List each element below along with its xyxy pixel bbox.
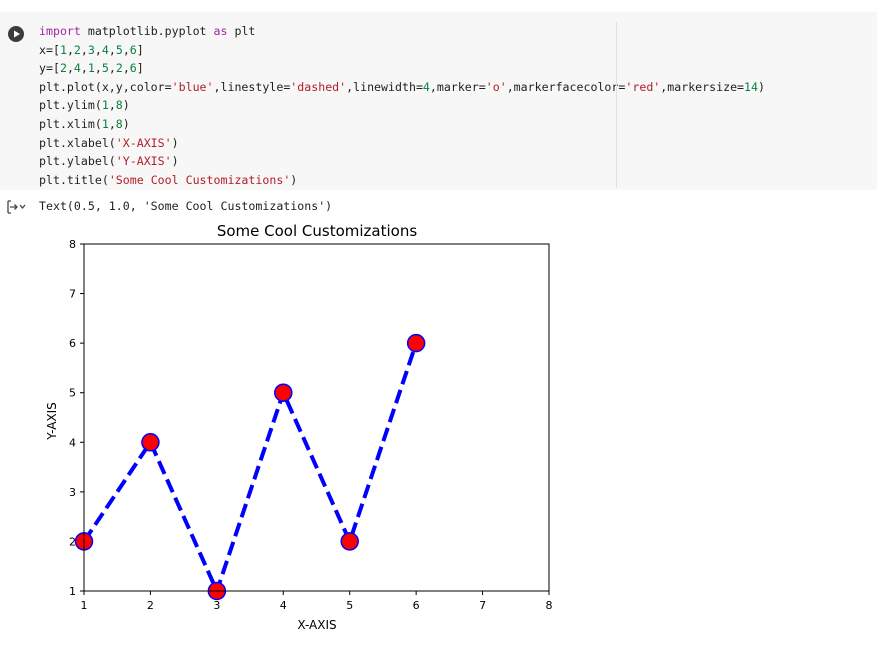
code-line: plt.title('Some Cool Customizations') <box>39 172 298 187</box>
y-tick-label: 7 <box>69 288 76 301</box>
line-chart: Some Cool Customizations Y-AXIS X-AXIS 1… <box>45 222 553 632</box>
x-tick-label: 4 <box>280 599 287 612</box>
code-line: y=[2,4,1,5,2,6] <box>39 61 144 76</box>
y-tick-label: 5 <box>69 387 76 400</box>
x-tick-label: 3 <box>213 599 220 612</box>
code-line: plt.xlim(1,8) <box>39 116 130 131</box>
x-tick-label: 7 <box>479 599 486 612</box>
y-tick-label: 1 <box>69 585 76 598</box>
code-cell[interactable]: import matplotlib.pyplot as plt x=[1,2,3,… <box>0 12 877 190</box>
data-point <box>406 333 426 353</box>
x-tick-label: 1 <box>81 599 88 612</box>
code-line: plt.xlabel('X-AXIS') <box>39 135 179 150</box>
data-point <box>340 532 359 551</box>
code-line: x=[1,2,3,4,5,6] <box>39 42 144 57</box>
x-tick-label: 8 <box>546 599 553 612</box>
chart-title: Some Cool Customizations <box>217 222 418 240</box>
x-tick-label: 6 <box>413 599 420 612</box>
code-line: plt.ylim(1,8) <box>39 98 130 113</box>
run-cell-button[interactable] <box>8 26 24 42</box>
data-point <box>274 383 293 402</box>
output-text: Text(0.5, 1.0, 'Some Cool Customizations… <box>39 199 333 213</box>
x-tick-label: 2 <box>147 599 154 612</box>
plot-frame <box>83 243 550 592</box>
y-axis-label: Y-AXIS <box>45 402 59 441</box>
code-editor[interactable]: import matplotlib.pyplot as plt x=[1,2,3,… <box>39 22 765 189</box>
y-tick-label: 8 <box>69 238 76 251</box>
data-point <box>141 433 160 452</box>
x-axis-label: X-AXIS <box>297 618 336 632</box>
output-toggle-icon[interactable] <box>6 199 28 215</box>
series-line <box>82 342 419 597</box>
y-tick-label: 2 <box>69 535 76 548</box>
x-tick-label: 5 <box>346 599 353 612</box>
code-line: plt.ylabel('Y-AXIS') <box>39 154 179 169</box>
y-tick-label: 3 <box>69 486 76 499</box>
y-tick-label: 4 <box>69 436 76 449</box>
y-tick-label: 6 <box>69 337 76 350</box>
code-line: import matplotlib.pyplot as plt <box>39 24 256 38</box>
play-icon <box>14 30 20 38</box>
code-line: plt.plot(x,y,color='blue',linestyle='das… <box>39 79 765 94</box>
editor-ruler <box>616 22 617 188</box>
